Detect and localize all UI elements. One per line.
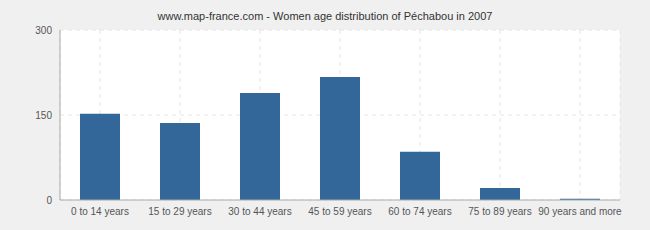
svg-text:150: 150	[35, 110, 52, 121]
svg-text:45 to 59 years: 45 to 59 years	[308, 206, 371, 217]
svg-text:15 to 29 years: 15 to 29 years	[148, 206, 211, 217]
svg-text:30 to 44 years: 30 to 44 years	[228, 206, 291, 217]
svg-text:75 to 89 years: 75 to 89 years	[468, 206, 531, 217]
svg-text:90 years and more: 90 years and more	[538, 206, 622, 217]
svg-text:60 to 74 years: 60 to 74 years	[388, 206, 451, 217]
html-text:www.map-france.com - Women age: www.map-france.com - Women age distribut…	[157, 10, 493, 22]
svg-text:0: 0	[46, 195, 52, 206]
svg-text:300: 300	[35, 25, 52, 36]
svg-text:0 to 14 years: 0 to 14 years	[71, 206, 129, 217]
